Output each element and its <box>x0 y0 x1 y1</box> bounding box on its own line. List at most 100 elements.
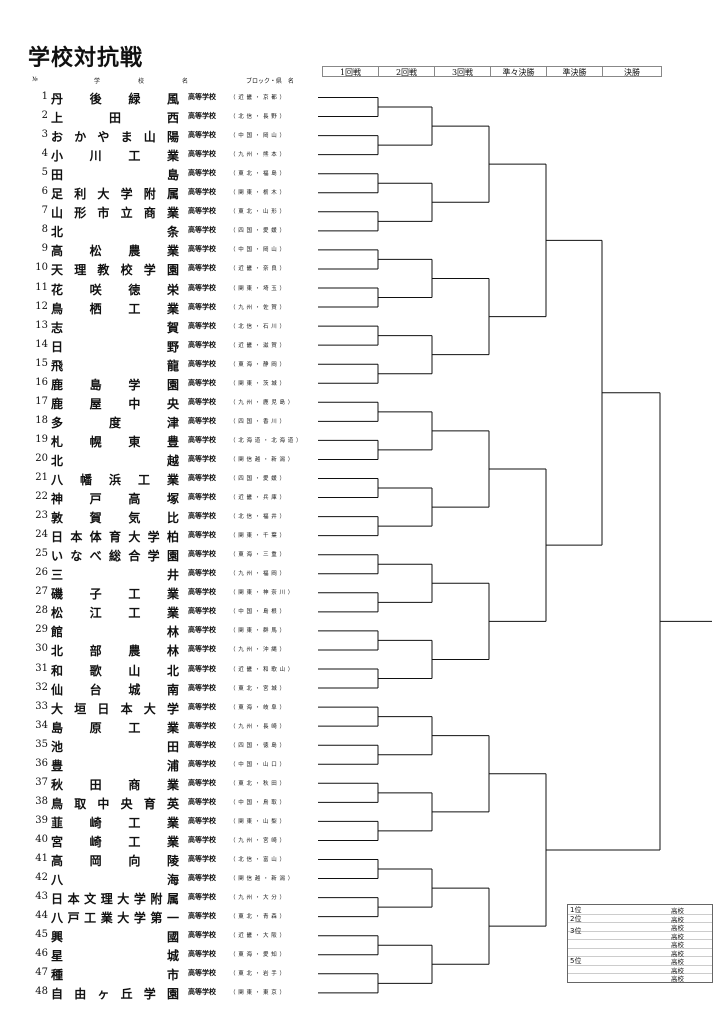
school-region: （ 九 州 ・ 鹿 児 島 ） <box>230 399 294 406</box>
school-number: 44 <box>35 910 48 922</box>
school-name: 島原工業 <box>51 719 179 736</box>
school-name: 北条 <box>51 223 179 240</box>
school-type: 高等学校 <box>188 321 216 330</box>
school-name-char: 鳥 <box>51 301 64 316</box>
school-name-char: 高 <box>51 854 64 868</box>
school-type: 高等学校 <box>188 645 216 654</box>
school-row: 22 神 戸 高 塚高等学校 （ 近 畿 ・ 兵 庫 ） <box>30 489 330 508</box>
school-name: 八海 <box>51 871 179 888</box>
school-name-char: 学 <box>133 892 146 907</box>
school-name-char: 属 <box>166 187 179 202</box>
school-type: 高等学校 <box>188 950 216 959</box>
school-region: （ 関 東 ・ 群 馬 ） <box>230 628 286 635</box>
school-name-char: 業 <box>100 911 113 926</box>
school-row: 5 田島高等学校（ 東 北 ・ 福 島 ） <box>30 165 330 184</box>
school-row: 41 高 岡 向 陵 高等学校 （ 北 信 ・ 富 山 ） <box>30 851 330 870</box>
school-row: 16 鹿 島 学 園高等学校 （ 関 東 ・ 茨 城 ） <box>30 375 330 394</box>
header-gaku: 学 <box>94 78 101 85</box>
school-name-char: 中 <box>97 796 110 811</box>
school-name-char: 北 <box>51 644 64 659</box>
result-place: 1位 <box>570 906 582 914</box>
school-name-char: 山 <box>143 130 156 145</box>
school-name-char: 上 <box>51 111 64 126</box>
round-header: 2回戦 <box>378 66 434 77</box>
school-name-char: 子 <box>89 587 102 602</box>
school-name-char: 本 <box>120 701 133 716</box>
school-region: （ 関 信 越 ・ 新 潟 ） <box>230 456 294 463</box>
school-name-char: 大 <box>143 701 156 716</box>
school-name: 山形市立商業 <box>51 204 179 221</box>
school-number: 2 <box>41 110 48 122</box>
school-region: （ 北 海 道 ・ 北 海 道 ） <box>230 437 302 444</box>
school-type: 高等学校 <box>188 931 216 940</box>
school-row: 45 興國高等学校（ 近 畿 ・ 大 阪 ） <box>30 927 330 946</box>
school-name-char: 文 <box>84 892 97 907</box>
school-row: 2 上 田 西高等学校 （ 北 信 ・ 長 野 ） <box>30 108 330 127</box>
school-number: 33 <box>35 700 48 712</box>
school-name: いなべ総合学園 <box>51 547 179 564</box>
school-row: 46 星城高等学校（ 東 海 ・ 愛 知 ） <box>30 946 330 965</box>
school-number: 23 <box>35 510 48 522</box>
school-name-char: 大 <box>51 701 64 716</box>
school-name-char: 大 <box>128 530 141 545</box>
round-header: 1回戦 <box>322 66 378 77</box>
school-name-char: 業 <box>166 587 179 602</box>
results-table: 1位 2位 3位 5位 高校 高校 高校 高校 高校 高校 高校 高校 高校 <box>567 904 713 983</box>
school-region: （ 東 北 ・ 山 形 ） <box>230 209 286 216</box>
school-name-char: 南 <box>166 682 179 697</box>
school-region: （ 東 北 ・ 秋 田 ） <box>230 780 286 787</box>
school-name-char: 八 <box>51 873 64 888</box>
school-region: （ 九 州 ・ 長 崎 ） <box>230 723 286 730</box>
school-name: 日本体育大学柏 <box>51 528 179 545</box>
result-school-label: 高校 <box>671 966 684 975</box>
school-region: （ 四 国 ・ 香 川 ） <box>230 418 286 425</box>
school-name-char: 宮 <box>51 834 64 849</box>
school-name-char: 鹿 <box>51 377 64 392</box>
school-name-char: 小 <box>51 149 64 164</box>
school-name-char: 市 <box>166 968 179 983</box>
school-name: 志賀 <box>51 319 179 336</box>
school-region: （ 東 海 ・ 静 岡 ） <box>230 361 286 368</box>
school-name-char: 田 <box>51 168 64 183</box>
school-name-char: 業 <box>166 206 179 221</box>
school-region: （ 北 信 ・ 長 野 ） <box>230 114 286 121</box>
school-name-char: 園 <box>166 377 179 392</box>
school-name-char: 崎 <box>89 815 102 830</box>
school-region: （ 中 国 ・ 岡 山 ） <box>230 133 286 140</box>
school-region: （ 関 東 ・ 山 梨 ） <box>230 818 286 825</box>
school-type: 高等学校 <box>188 759 216 768</box>
school-name-char: 陽 <box>166 130 179 145</box>
header-no: № <box>32 76 38 83</box>
school-row: 43 日本文理大学附属高等学校 （ 九 州 ・ 大 分 ） <box>30 889 330 908</box>
school-name-char: 第 <box>150 911 163 926</box>
school-name-char: 向 <box>128 854 141 868</box>
school-name-char: 由 <box>74 987 87 1002</box>
school-name-char: 園 <box>166 549 179 564</box>
school-type: 高等学校 <box>188 531 216 540</box>
school-name: 種市 <box>51 966 179 983</box>
school-number: 15 <box>35 357 48 369</box>
school-row: 35 池田高等学校（ 四 国 ・ 徳 島 ） <box>30 737 330 756</box>
school-row: 24 日本体育大学柏高等学校 （ 関 東 ・ 千 葉 ） <box>30 527 330 546</box>
school-number: 18 <box>35 414 48 426</box>
school-name-char: 幡 <box>79 473 92 487</box>
school-region: （ 中 国 ・ 島 根 ） <box>230 609 286 616</box>
school-name-char: 風 <box>166 92 179 106</box>
school-name-char: 附 <box>143 187 156 202</box>
school-name-char: 豊 <box>51 758 64 773</box>
result-school-label: 高校 <box>671 915 684 924</box>
school-type: 高等学校 <box>188 112 216 121</box>
school-row: 29 館林高等学校（ 関 東 ・ 群 馬 ） <box>30 622 330 641</box>
school-name-char: 農 <box>128 244 141 259</box>
school-row: 20 北越高等学校（ 関 信 越 ・ 新 潟 ） <box>30 451 330 470</box>
school-row: 17 鹿 屋 中 央高等学校 （ 九 州 ・ 鹿 児 島 ） <box>30 394 330 413</box>
school-region: （ 中 国 ・ 鳥 取 ） <box>230 799 286 806</box>
school-region: （ 東 海 ・ 愛 知 ） <box>230 952 286 959</box>
school-name: 日本文理大学附属 <box>51 890 179 907</box>
school-region: （ 九 州 ・ 福 岡 ） <box>230 571 286 578</box>
school-row: 4 小 川 工 業高等学校 （ 九 州 ・ 熊 本 ） <box>30 146 330 165</box>
school-name-char: 仙 <box>51 682 64 697</box>
school-name-char: 丘 <box>120 987 133 1002</box>
school-name: 秋田商業 <box>51 776 179 793</box>
school-name: 多度津 <box>51 414 179 431</box>
